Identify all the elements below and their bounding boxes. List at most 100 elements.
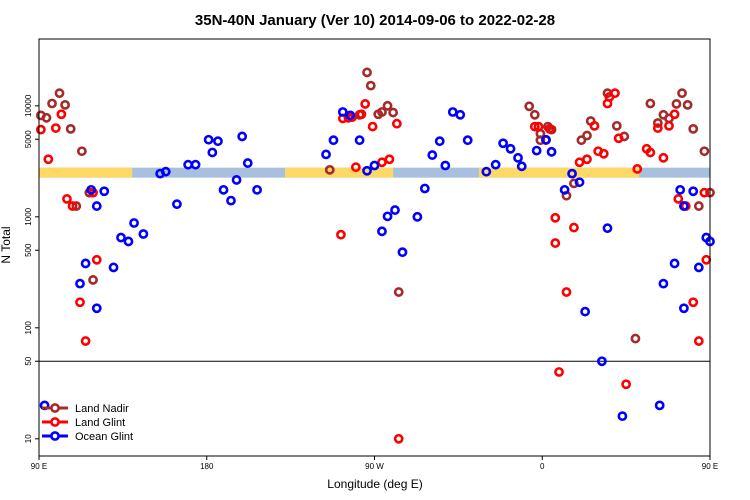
land-glint-point xyxy=(589,120,600,131)
ocean-glint-point xyxy=(498,138,509,149)
y-tick-label: 10000 xyxy=(24,94,33,117)
land-glint-point xyxy=(75,297,85,308)
ocean-glint-point xyxy=(80,258,91,269)
ocean-glint-point xyxy=(231,175,242,185)
ocean-glint-point xyxy=(99,186,110,197)
land-nadir-point xyxy=(569,178,579,189)
land-glint-point xyxy=(652,123,663,133)
land-glint-point xyxy=(664,120,674,131)
ocean-glint-point xyxy=(596,356,607,367)
land-glint-point xyxy=(688,297,699,308)
x-tick-label: 90 E xyxy=(31,462,47,471)
land-glint-point xyxy=(62,194,72,204)
land-glint-point xyxy=(360,99,371,109)
land-nadir-point xyxy=(65,123,76,134)
y-axis-ticks: 10 50 100 500 1000 5000 10000 xyxy=(24,94,39,443)
land-glint-point xyxy=(658,152,669,163)
ocean-glint-point xyxy=(490,159,501,170)
land-glint-point xyxy=(554,367,564,377)
land-nadir-point xyxy=(47,98,57,109)
ocean-glint-point xyxy=(328,135,339,146)
land-nadir-point xyxy=(393,287,404,297)
land-nadir-point xyxy=(362,67,372,78)
land-nadir-point xyxy=(529,109,540,120)
ocean-glint-point xyxy=(580,306,591,317)
ocean-glint-point xyxy=(345,110,356,121)
land-ocean-band xyxy=(39,167,710,178)
ocean-glint-point xyxy=(688,186,699,197)
land-glint-point xyxy=(645,147,656,158)
land-glint-point xyxy=(621,379,632,390)
land-band-segment xyxy=(39,167,133,178)
ocean-glint-point xyxy=(397,247,408,258)
ocean-glint-point xyxy=(218,184,229,195)
y-tick-label: 5000 xyxy=(24,130,33,148)
ocean-glint-point xyxy=(669,258,680,269)
ocean-glint-point xyxy=(654,400,665,411)
ocean-glint-point xyxy=(574,177,585,188)
land-glint-point xyxy=(632,164,643,174)
land-glint-point xyxy=(582,154,592,165)
ocean-glint-point xyxy=(354,135,365,146)
land-glint-point xyxy=(598,148,609,159)
ocean-glint-point xyxy=(516,161,527,172)
land-glint-point xyxy=(35,124,46,135)
land-glint-point xyxy=(544,123,555,134)
ocean-glint-point xyxy=(513,152,523,163)
y-tick-label: 100 xyxy=(24,321,33,335)
ocean-glint-point xyxy=(559,184,570,195)
ocean-glint-point xyxy=(602,223,613,234)
land-nadir-point xyxy=(699,146,710,157)
land-nadir-point xyxy=(524,101,535,112)
land-nadir-point xyxy=(652,118,663,128)
ocean-glint-point xyxy=(658,278,669,289)
land-glint-point xyxy=(701,254,712,265)
land-nadir-point xyxy=(388,107,399,118)
ocean-glint-point xyxy=(172,199,182,210)
x-axis-label: Longitude (deg E) xyxy=(327,477,422,491)
legend-swatch-marker xyxy=(50,431,60,441)
land-band-segment xyxy=(285,167,394,178)
ocean-glint-point xyxy=(567,168,577,179)
land-nadir-point xyxy=(611,120,622,131)
land-glint-point xyxy=(336,229,346,240)
ocean-glint-point xyxy=(86,184,97,195)
legend-label: Land Glint xyxy=(75,417,125,429)
data-points xyxy=(35,67,715,444)
ocean-glint-point xyxy=(693,262,704,273)
legend-entry: Land Nadir xyxy=(42,403,129,415)
ocean-glint-point xyxy=(108,262,119,273)
ocean-glint-point xyxy=(321,149,331,160)
ocean-glint-point xyxy=(541,134,551,145)
land-glint-point xyxy=(91,254,102,265)
ocean-glint-point xyxy=(91,201,102,211)
y-tick-label: 50 xyxy=(24,356,33,365)
ocean-glint-point xyxy=(440,160,451,171)
ocean-glint-point xyxy=(447,107,458,117)
land-glint-point xyxy=(673,194,684,204)
land-glint-point xyxy=(377,157,387,168)
land-glint-point xyxy=(569,222,579,233)
ocean-glint-point xyxy=(138,229,149,239)
ocean-glint-point xyxy=(369,160,380,171)
ocean-glint-point xyxy=(337,107,348,117)
ocean-glint-point xyxy=(123,236,134,247)
land-nadir-point xyxy=(535,135,546,146)
land-glint-point xyxy=(574,157,585,168)
y-tick-label: 500 xyxy=(24,243,33,257)
ocean-glint-point xyxy=(190,159,201,170)
land-nadir-point xyxy=(582,130,592,141)
land-glint-point xyxy=(367,121,378,132)
ocean-glint-point xyxy=(75,278,85,289)
land-glint-point xyxy=(693,336,704,346)
ocean-glint-point xyxy=(213,136,223,147)
land-nadir-point xyxy=(693,201,704,211)
ocean-glint-point xyxy=(242,158,253,168)
ocean-glint-point xyxy=(505,143,516,154)
land-nadir-point xyxy=(645,98,656,109)
land-nadir-point xyxy=(576,135,587,146)
land-nadir-point xyxy=(41,112,52,123)
x-tick-label: 180 xyxy=(200,462,214,471)
ocean-glint-point xyxy=(362,165,372,176)
